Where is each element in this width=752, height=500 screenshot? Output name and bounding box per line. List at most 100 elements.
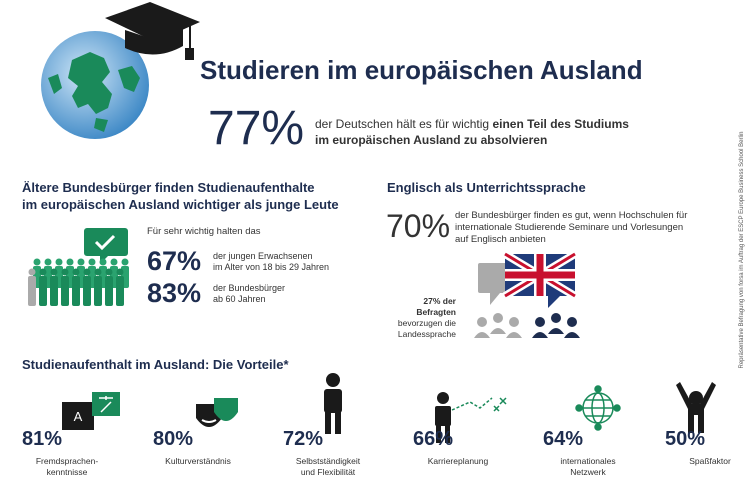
icon-part: [48, 66, 140, 132]
career-icon: [435, 392, 507, 443]
hero-line: der Deutschen hält es für wichtig: [315, 117, 490, 131]
line: Netzwerk: [570, 467, 606, 477]
icon-part: [28, 268, 36, 276]
age-intro: Für sehr wichtig halten das: [147, 226, 261, 237]
icon-part: [83, 268, 91, 276]
icon-part: [77, 258, 85, 266]
speech-bubble-check: [84, 228, 128, 264]
benefits-heading: Studienaufenthalt im Ausland: Die Vortei…: [22, 357, 289, 372]
line: bevorzugen die: [397, 318, 456, 328]
icon-part: [50, 268, 58, 276]
icon-part: [551, 313, 561, 323]
heading-line: im europäischen Ausland wichtiger als ju…: [22, 197, 339, 212]
line: Spaßfaktor: [689, 456, 731, 466]
benefit-label: Selbstständigkeit und Flexibilität: [283, 456, 373, 478]
line: Selbstständigkeit: [295, 456, 361, 466]
students-navy: [532, 313, 580, 338]
network-globe-icon: [575, 385, 621, 431]
group-value: 67%: [147, 246, 202, 276]
line: ab 60 Jahren: [213, 294, 266, 304]
line: auf Englisch anbieten: [455, 234, 546, 245]
line: und Flexibilität: [300, 467, 356, 477]
icon-part: [532, 332, 548, 338]
icon-part: [94, 234, 116, 251]
line: internationales: [560, 456, 616, 466]
benefit-value: 66%: [413, 428, 454, 450]
icon-part: [44, 258, 52, 266]
icon-part: [335, 412, 341, 434]
source-note: Repräsentative Befragung von forsa im Au…: [739, 131, 745, 369]
benefit-label: Spaßfaktor: [665, 456, 752, 467]
icon-part: [594, 385, 602, 393]
icon-part: [99, 258, 107, 266]
icon-part: [567, 317, 577, 327]
icon-part: [613, 404, 621, 412]
icon-part: [505, 254, 575, 296]
benefit-value: 80%: [153, 428, 194, 450]
line: im Alter von 18 bis 29 Jahren: [213, 262, 330, 272]
icon-part: [583, 399, 613, 417]
line: Befragten: [416, 307, 456, 317]
icon-part: [50, 276, 58, 306]
icon-part: [564, 332, 580, 338]
icon-part: [437, 392, 449, 404]
icon-part: [94, 268, 102, 276]
icon-part: [535, 317, 545, 327]
icon-part: [28, 276, 36, 306]
heading-line: Ältere Bundesbürger finden Studienaufent…: [22, 180, 315, 195]
benefit-label: Kulturverständnis: [153, 456, 243, 467]
icon-part: [105, 268, 113, 276]
english-heading: Englisch als Unterrichtssprache: [387, 180, 586, 195]
line: Landessprache: [397, 329, 456, 339]
english-text: der Bundesbürger finden es gut, wenn Hoc…: [455, 210, 687, 246]
icon-part: [94, 276, 102, 306]
icon-part: [445, 425, 450, 443]
students-grey: [474, 313, 522, 338]
graduation-cap-icon: [105, 2, 200, 60]
translate-icon: A: [62, 392, 120, 430]
icon-part: [490, 293, 500, 305]
icon-part: [689, 391, 703, 405]
icon-part: [99, 396, 113, 413]
icon-part: [435, 406, 451, 426]
icon-part: [594, 423, 602, 431]
benefit-label: internationales Netzwerk: [543, 456, 633, 478]
icon-part: [110, 258, 118, 266]
icon-part: [33, 258, 41, 266]
people-group: [28, 258, 129, 306]
hero-text: der Deutschen hält es für wichtig einen …: [315, 116, 629, 148]
hero-value: 77%: [208, 102, 305, 155]
icon-part: [92, 392, 120, 416]
standing-person-icon: [324, 373, 342, 434]
benefit-value: 72%: [283, 428, 324, 450]
icon-part: [326, 373, 340, 387]
icon-part: [214, 398, 238, 421]
icon-part: [451, 397, 493, 411]
globe-icon: [41, 31, 149, 139]
icon-part: [490, 328, 506, 334]
line: der Bundesbürger finden es gut, wenn Hoc…: [455, 210, 688, 221]
icon-part: [548, 296, 560, 308]
icon-part: [325, 412, 331, 434]
line: kenntnisse: [46, 467, 88, 477]
icon-part: [116, 268, 124, 276]
benefit-label: Fremdsprachen-kenntnisse: [22, 456, 112, 478]
line: Karriereplanung: [427, 456, 489, 466]
icon-part: [61, 276, 69, 306]
icon-part: [39, 276, 47, 306]
icon-part: [66, 258, 74, 266]
line: Kulturverständnis: [165, 456, 231, 466]
icon-part: [324, 389, 342, 413]
title: Studieren im europäischen Ausland: [200, 55, 643, 85]
icon-part: [436, 425, 441, 443]
icon-part: [201, 419, 217, 423]
group-value: 83%: [147, 278, 202, 308]
icon-part: [83, 276, 91, 306]
line: der jungen Erwachsenen: [213, 251, 313, 261]
benefit-value: 64%: [543, 428, 584, 450]
line: der Bundesbürger: [213, 283, 286, 293]
icon-part: [55, 258, 63, 266]
icon-part: [676, 382, 716, 433]
